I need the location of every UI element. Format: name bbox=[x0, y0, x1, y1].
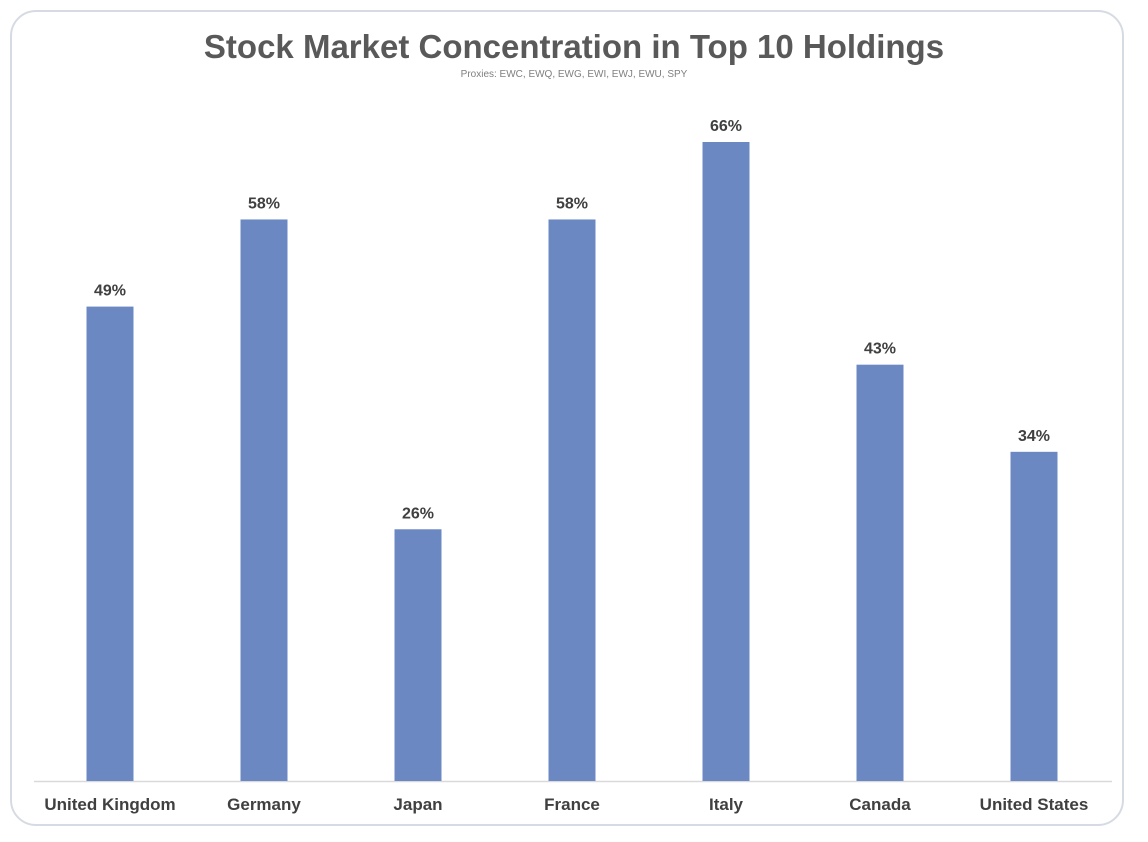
bar-value-label: 66% bbox=[710, 118, 742, 135]
bar-united-kingdom bbox=[86, 306, 134, 781]
bar-value-label: 58% bbox=[556, 195, 588, 212]
category-tick-label: United Kingdom bbox=[44, 795, 175, 814]
chart-subtitle: Proxies: EWC, EWQ, EWG, EWI, EWJ, EWU, S… bbox=[460, 69, 688, 80]
category-tick-label: Germany bbox=[227, 795, 301, 814]
bar-france bbox=[548, 219, 596, 782]
category-tick-label: Japan bbox=[393, 795, 442, 814]
bar-united-states bbox=[1010, 451, 1058, 781]
bar-value-label: 26% bbox=[402, 505, 434, 522]
bar-value-label: 49% bbox=[94, 283, 126, 300]
bar-value-label: 43% bbox=[864, 341, 896, 358]
bar-value-label: 34% bbox=[1018, 428, 1050, 445]
bar-japan bbox=[394, 529, 442, 781]
bar-italy bbox=[702, 142, 750, 781]
category-tick-label: Canada bbox=[849, 795, 911, 814]
category-tick-label: Italy bbox=[709, 795, 744, 814]
category-tick-label: United States bbox=[980, 795, 1089, 814]
chart-title: Stock Market Concentration in Top 10 Hol… bbox=[203, 28, 945, 65]
bar-germany bbox=[240, 219, 288, 782]
bar-value-label: 58% bbox=[248, 195, 280, 212]
category-tick-label: France bbox=[544, 795, 600, 814]
bar-canada bbox=[856, 364, 904, 781]
